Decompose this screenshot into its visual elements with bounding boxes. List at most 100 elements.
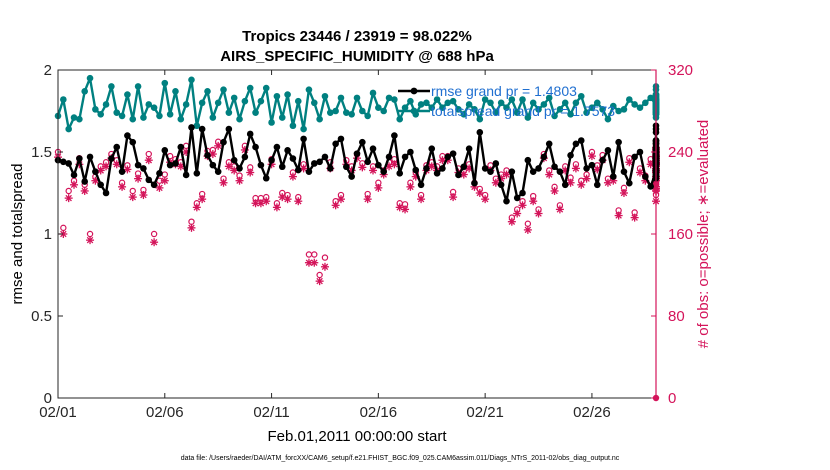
rmse-point (300, 135, 307, 143)
evaluated-obs-marker (625, 158, 634, 167)
rmse-point (642, 173, 649, 180)
totalspread-point (620, 106, 628, 113)
totalspread-point (332, 107, 339, 115)
x-tick-label: 02/21 (466, 404, 504, 421)
y-tick-label-right: 320 (668, 62, 693, 79)
evaluated-obs-marker (571, 164, 580, 173)
totalspread-point (631, 101, 638, 108)
rmse-point (465, 145, 473, 153)
totalspread-point (423, 99, 430, 107)
rmse-point (182, 171, 190, 179)
evaluated-obs-marker (187, 223, 196, 232)
rmse-point (572, 140, 580, 148)
possible-obs-marker (65, 187, 72, 195)
totalspread-point (198, 99, 206, 107)
totalspread-point (230, 94, 238, 102)
evaluated-obs-marker (475, 189, 484, 197)
chart-subtitle: AIRS_SPECIFIC_HUMIDITY @ 688 hPa (220, 48, 494, 65)
evaluated-obs-marker (112, 160, 121, 169)
totalspread-point (305, 86, 313, 93)
totalspread-point (60, 96, 67, 103)
y-tick-label-right: 80 (668, 308, 685, 325)
evaluated-obs-marker (577, 180, 586, 189)
totalspread-point (375, 104, 382, 112)
rmse-point (604, 147, 612, 154)
rmse-point (166, 161, 174, 169)
possible-obs-marker (188, 218, 195, 225)
legend-label: rmse grand pr = 1.4803 (431, 83, 577, 99)
rmse-point (439, 165, 446, 172)
evaluated-obs-marker (315, 277, 324, 286)
rmse-point (471, 179, 478, 187)
totalspread-point (166, 110, 174, 118)
totalspread-point (97, 110, 105, 118)
rmse-point (348, 173, 355, 180)
rmse-point (343, 163, 350, 171)
rmse-point (172, 160, 179, 167)
rmse-point (588, 161, 596, 169)
totalspread-point (396, 115, 404, 123)
evaluated-obs-marker (566, 178, 575, 187)
totalspread-point (647, 94, 654, 102)
totalspread-point (567, 110, 574, 118)
rmse-point (513, 194, 521, 202)
rmse-point (70, 171, 78, 179)
rmse-point (444, 153, 452, 161)
totalspread-point (439, 104, 446, 112)
evaluated-obs-marker (630, 213, 639, 222)
totalspread-point (118, 112, 126, 120)
rmse-point (476, 129, 484, 136)
evaluated-obs-marker (192, 203, 201, 212)
rmse-point (220, 138, 227, 146)
rmse-point (545, 140, 553, 148)
y-axis-label-left: rmse and totalspread (9, 164, 26, 305)
rmse-point (369, 145, 377, 153)
totalspread-point (262, 84, 270, 92)
rmse-point (140, 165, 147, 172)
rmse-point (407, 148, 414, 156)
rmse-point (124, 132, 131, 139)
totalspread-point (449, 97, 457, 105)
rmse-point (396, 170, 404, 177)
x-tick-label: 02/26 (573, 404, 611, 421)
legend-swatch-marker (410, 87, 418, 95)
possible-obs-marker (161, 171, 168, 178)
totalspread-point (236, 115, 243, 123)
rmse-point (278, 163, 286, 171)
rmse-point (599, 156, 606, 164)
rmse-point (97, 181, 105, 189)
x-axis-label: Feb.01,2011 00:00:00 start (267, 428, 447, 445)
rmse-point (102, 189, 110, 197)
evaluated-obs-marker (550, 186, 559, 195)
rmse-point (337, 135, 345, 143)
totalspread-point (172, 88, 179, 95)
y-tick-label-left: 0 (44, 390, 52, 407)
evaluated-obs-marker (507, 217, 516, 226)
y-tick-label-left: 1 (44, 226, 52, 243)
totalspread-point (540, 101, 548, 108)
totalspread-point (513, 109, 521, 116)
legend-label: totalspread grand pr = 1.7573 (431, 103, 615, 119)
evaluated-obs-marker (155, 183, 164, 192)
chart-title: Tropics 23446 / 23919 = 98.022% (242, 28, 472, 45)
totalspread-point (241, 97, 249, 105)
totalspread-point (70, 114, 78, 121)
rmse-point (198, 125, 206, 133)
totalspread-point (428, 104, 436, 112)
rmse-point (412, 166, 420, 174)
rmse-point (92, 168, 99, 175)
totalspread-point (294, 97, 302, 105)
evaluated-obs-marker (251, 199, 260, 208)
rmse-point (540, 153, 548, 161)
rmse-point (204, 151, 211, 159)
totalspread-point (577, 92, 585, 100)
totalspread-point (348, 110, 355, 118)
evaluated-obs-marker (219, 178, 228, 187)
rmse-point (455, 171, 462, 179)
rmse-point (225, 125, 233, 133)
possible-obs-marker (86, 230, 94, 238)
totalspread-point (134, 83, 142, 90)
evaluated-obs-marker (406, 182, 415, 191)
totalspread-point (465, 101, 473, 108)
